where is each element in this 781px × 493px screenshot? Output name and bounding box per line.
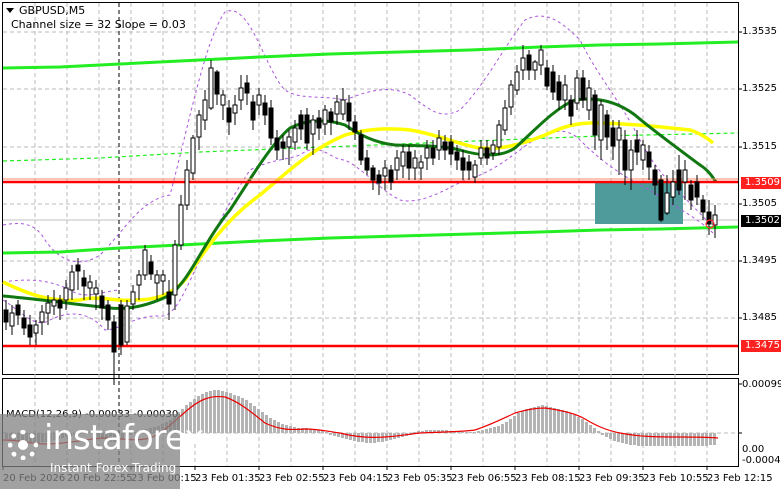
macd-axis-top: 0.00099 bbox=[742, 379, 781, 390]
resistance-price-tag: 1.3509 bbox=[741, 177, 781, 189]
current-price-tag: 1.3502 bbox=[741, 215, 781, 227]
price-tick: 1.3505 bbox=[742, 198, 777, 209]
time-tick: 23 Feb 08:15 bbox=[515, 473, 581, 484]
channel-indicator-label: Channel size = 32 Slope = 0.03 bbox=[11, 18, 186, 31]
channel-middle-line bbox=[2, 132, 739, 162]
macd-axis-bottom: -0.00042 bbox=[742, 455, 781, 466]
price-tick: 1.3535 bbox=[742, 26, 777, 37]
price-tick: 1.3485 bbox=[742, 312, 777, 323]
time-tick: 23 Feb 09:35 bbox=[579, 473, 645, 484]
signal-marker-icon bbox=[705, 219, 715, 229]
macd-axis-zero: 0.00 bbox=[742, 444, 765, 455]
time-tick: 23 Feb 12:15 bbox=[707, 473, 773, 484]
chart-symbol-title[interactable]: GBPUSD,M5 bbox=[6, 4, 85, 17]
time-tick: 23 Feb 04:15 bbox=[323, 473, 389, 484]
support-price-tag: 1.3475 bbox=[741, 340, 781, 352]
time-tick: 23 Feb 06:55 bbox=[451, 473, 517, 484]
time-tick: 23 Feb 05:35 bbox=[387, 473, 453, 484]
channel-lower-line bbox=[2, 225, 739, 255]
gear-logo-icon bbox=[8, 430, 38, 460]
time-tick: 23 Feb 10:55 bbox=[643, 473, 709, 484]
price-tick: 1.3525 bbox=[742, 83, 777, 94]
time-tick: 23 Feb 02:55 bbox=[259, 473, 325, 484]
price-tick: 1.3515 bbox=[742, 141, 777, 152]
candlesticks bbox=[3, 45, 718, 385]
price-tick: 1.3495 bbox=[742, 255, 777, 266]
symbol-timeframe-label: GBPUSD,M5 bbox=[19, 4, 86, 17]
instaforex-watermark: instaforex Instant Forex Trading bbox=[0, 414, 204, 489]
watermark-brand: instaforex bbox=[44, 418, 204, 458]
time-tick: 23 Feb 01:35 bbox=[195, 473, 261, 484]
watermark-tagline: Instant Forex Trading bbox=[50, 461, 177, 475]
vertical-grid bbox=[34, 3, 708, 466]
collapse-triangle-icon[interactable] bbox=[6, 8, 14, 13]
channel-upper-line bbox=[2, 40, 739, 70]
consolidation-zone bbox=[595, 182, 683, 224]
